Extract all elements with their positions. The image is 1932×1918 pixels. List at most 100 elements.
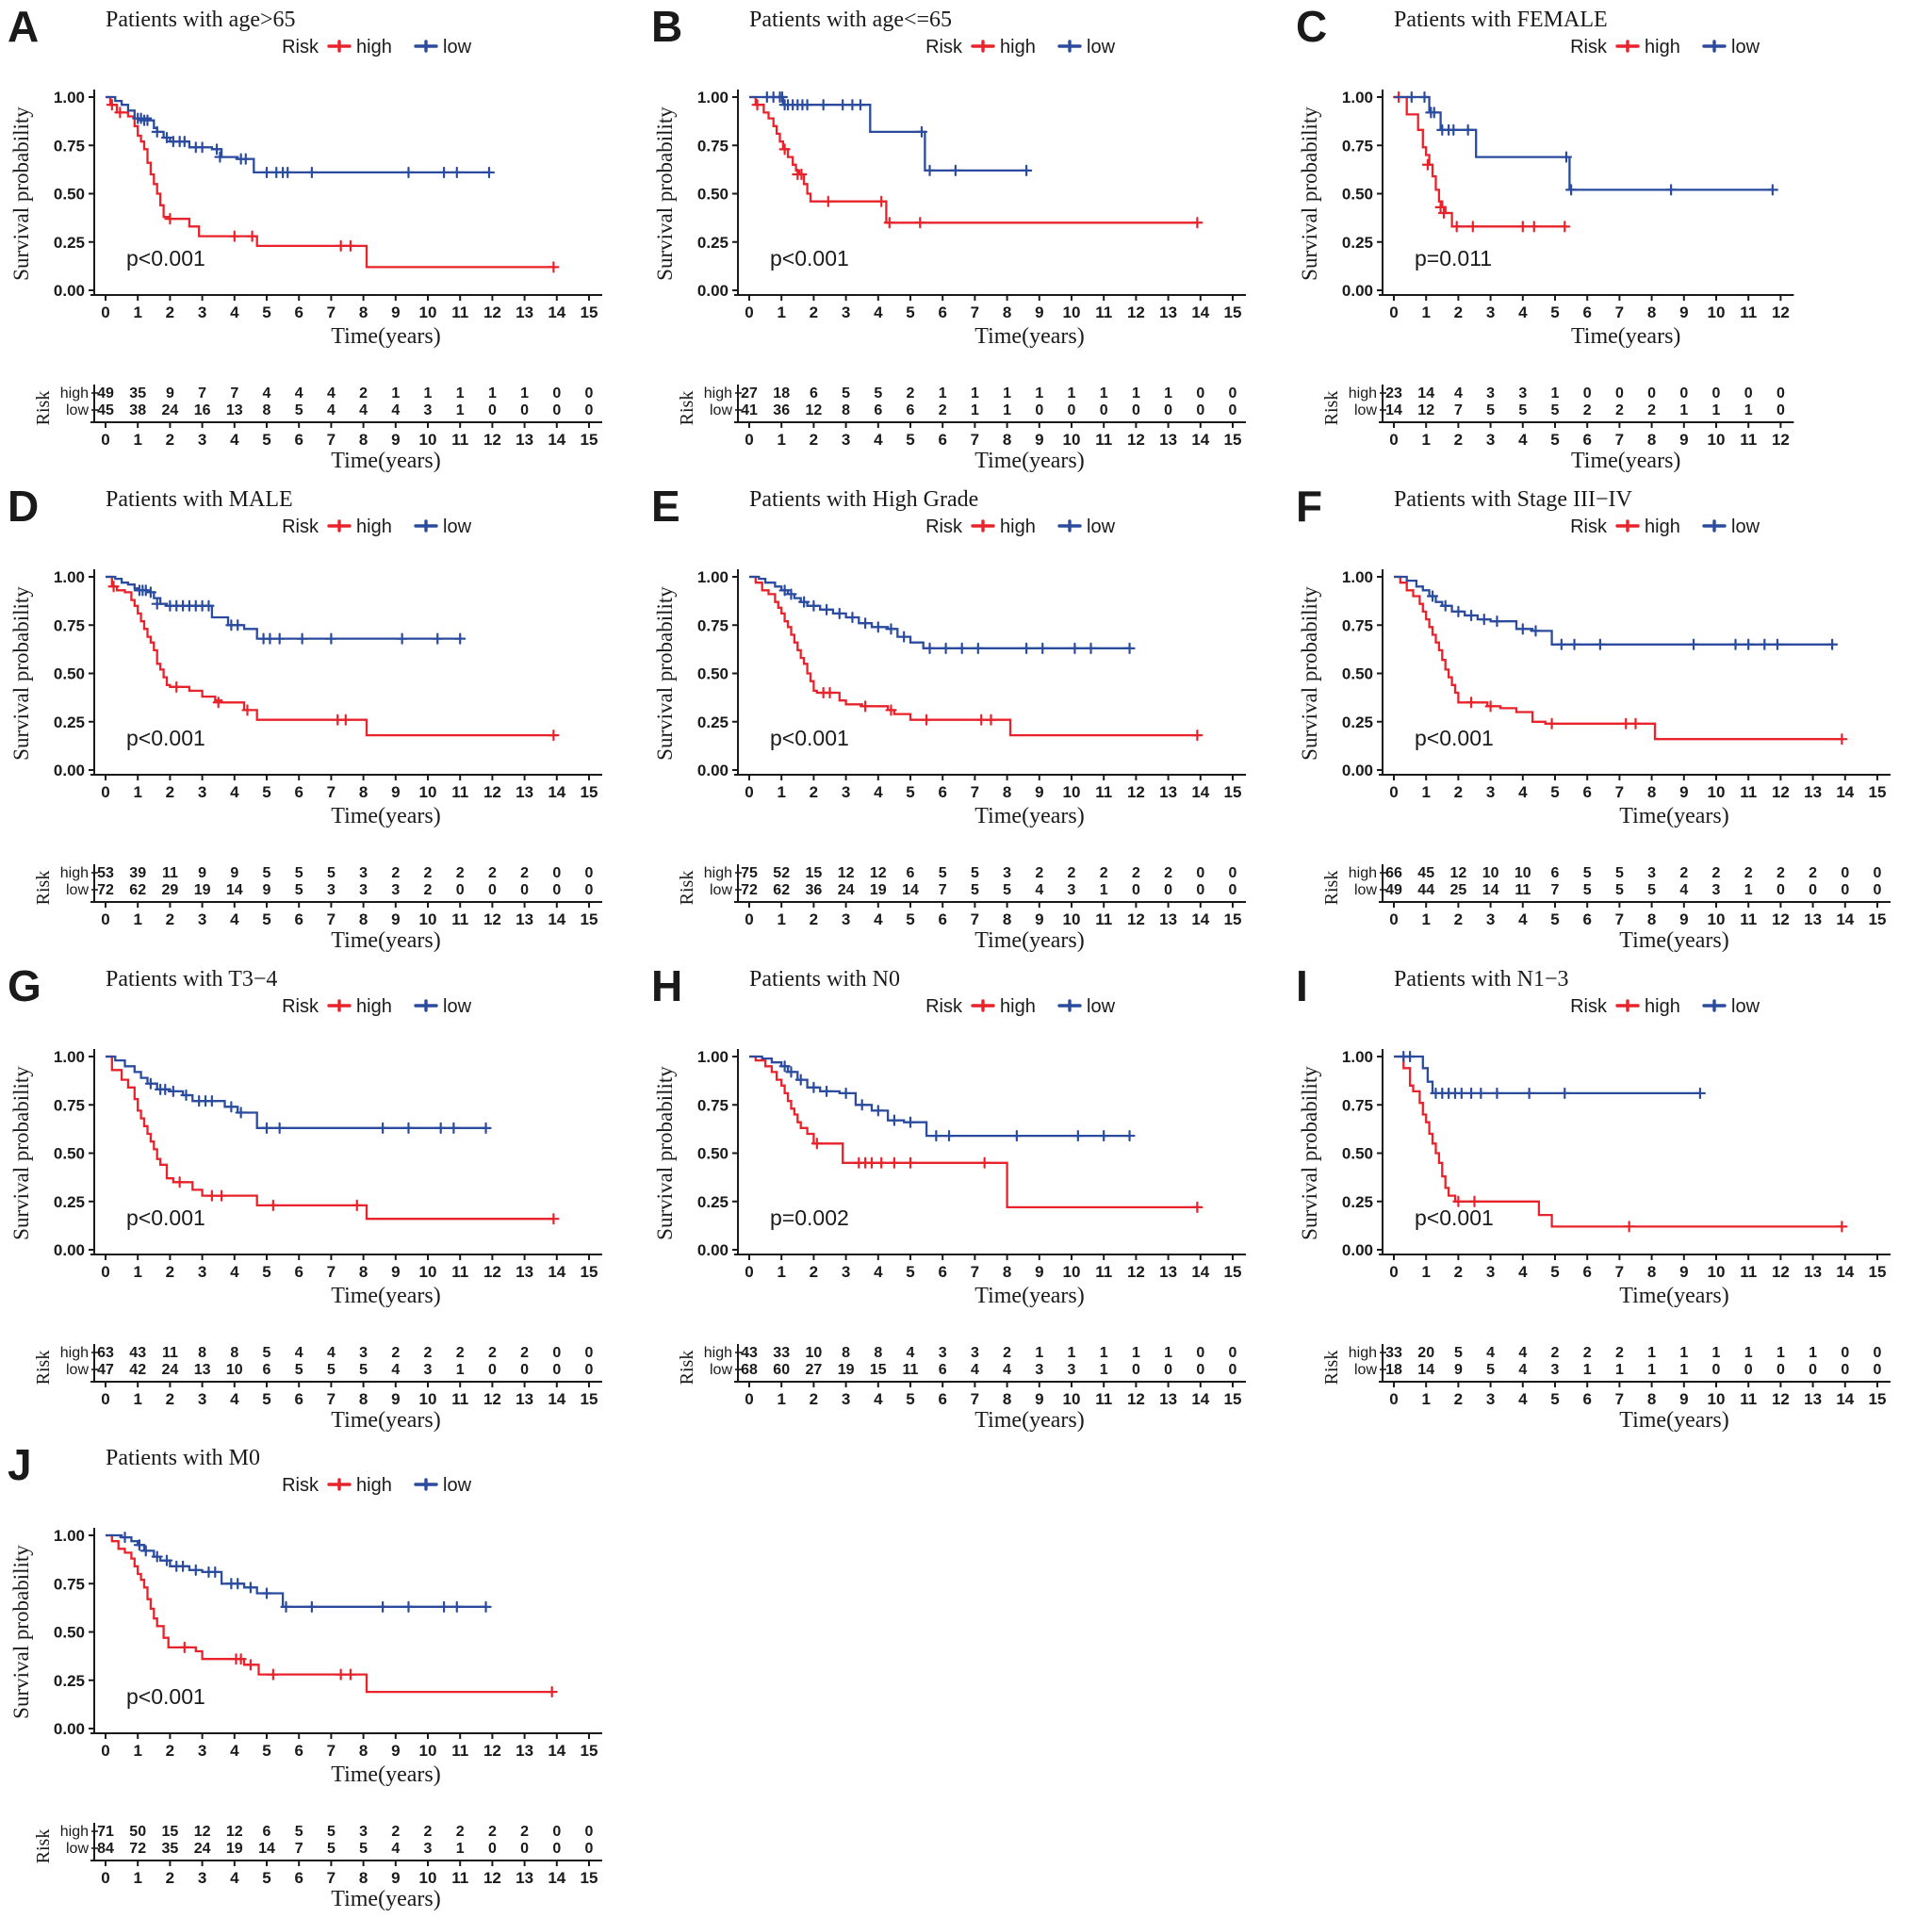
- y-tick-label: 0.00: [54, 762, 85, 779]
- legend-low-marker-icon: [1057, 998, 1083, 1012]
- censor-mark-icon: [1558, 221, 1571, 233]
- panel-title: Patients with M0: [106, 1446, 260, 1470]
- risk-count-low: 14: [1385, 402, 1402, 418]
- censor-mark-icon: [232, 618, 244, 631]
- censor-mark-icon: [260, 1587, 273, 1599]
- legend: Risk high low: [282, 37, 471, 57]
- x-tick-label: 8: [359, 1742, 368, 1760]
- censor-mark-icon: [975, 713, 988, 726]
- risk-count-low: 10: [226, 1362, 243, 1378]
- risk-x-tick-label: 8: [1003, 1390, 1011, 1408]
- censor-mark-icon: [260, 166, 273, 179]
- x-tick-label: 9: [1035, 1263, 1043, 1281]
- risk-count-low: 5: [327, 1362, 336, 1378]
- censor-mark-icon: [808, 1081, 820, 1093]
- risk-row-label-low: low: [66, 402, 89, 418]
- x-tick-label: 6: [294, 1742, 303, 1760]
- risk-count-high: 2: [488, 865, 497, 881]
- risk-count-low: 4: [1518, 1362, 1527, 1378]
- legend-high-marker-icon: [327, 519, 352, 533]
- censor-mark-icon: [448, 1122, 460, 1134]
- x-tick-label: 2: [1453, 1263, 1462, 1281]
- censor-mark-icon: [205, 1094, 218, 1107]
- risk-row-label-low: low: [66, 1362, 89, 1378]
- x-tick-label: 10: [1063, 783, 1081, 801]
- censor-mark-icon: [483, 166, 496, 179]
- censor-mark-icon: [1560, 151, 1572, 163]
- risk-count-high: 1: [456, 385, 465, 402]
- x-tick-label: 7: [971, 303, 979, 321]
- km-curve-low: [1393, 1055, 1700, 1094]
- censor-mark-icon: [1085, 642, 1097, 654]
- risk-count-high: 50: [129, 1824, 146, 1840]
- risk-count-high: 2: [1711, 865, 1720, 881]
- risk-x-tick-label: 10: [419, 1390, 437, 1408]
- censor-mark-icon: [305, 1601, 318, 1614]
- censor-mark-icon: [905, 1156, 917, 1169]
- legend-low-marker-icon: [414, 519, 438, 533]
- risk-table: Risk highlow23140141214723533541550260270…: [1321, 385, 1794, 473]
- risk-x-tick-label: 0: [1389, 910, 1398, 928]
- x-tick-label: 12: [483, 303, 501, 321]
- x-tick-label: 9: [391, 1742, 400, 1760]
- censor-mark-icon: [1694, 1087, 1706, 1099]
- risk-count-high: 2: [1809, 865, 1817, 881]
- legend-risk-label: Risk: [1570, 996, 1608, 1017]
- risk-count-low: 1: [1711, 402, 1720, 418]
- risk-x-tick-label: 8: [1647, 1390, 1656, 1408]
- x-tick-label: 5: [262, 1263, 270, 1281]
- censor-mark-icon: [823, 195, 835, 207]
- y-tick-label: 1.00: [54, 89, 85, 107]
- risk-x-tick-label: 14: [1192, 1390, 1210, 1408]
- x-tick-label: 3: [1486, 303, 1495, 321]
- risk-count-high: 1: [1744, 1345, 1752, 1361]
- risk-x-tick-label: 1: [778, 431, 786, 449]
- km-curve-high: [106, 1055, 554, 1220]
- censor-mark-icon: [855, 99, 867, 111]
- risk-count-high: 1: [1068, 385, 1076, 402]
- risk-count-high: 10: [1482, 865, 1498, 881]
- y-tick-label: 0.50: [54, 186, 85, 204]
- x-tick-label: 5: [907, 783, 915, 801]
- y-tick-label: 0.25: [54, 1672, 85, 1690]
- risk-count-low: 0: [488, 1841, 497, 1857]
- risk-count-low: 5: [1486, 402, 1495, 418]
- panel-title: Patients with T3−4: [106, 967, 277, 992]
- risk-x-tick-label: 15: [581, 1869, 598, 1887]
- panel-title: Patients with FEMALE: [1394, 8, 1608, 32]
- km-panel-G: G Patients with T3−4 Risk high low 0.00 0.25 0.…: [0, 959, 644, 1439]
- risk-row-label-low: low: [66, 1841, 89, 1857]
- risk-count-low: 1: [1582, 1362, 1591, 1378]
- risk-count-low: 41: [741, 402, 758, 418]
- risk-count-high: 1: [1647, 1345, 1656, 1361]
- censor-mark-icon: [1466, 221, 1479, 233]
- x-tick-label: 12: [483, 1742, 501, 1760]
- risk-count-high: 3: [1486, 385, 1495, 402]
- x-tick-label: 1: [1421, 303, 1430, 321]
- p-value-label: p<0.001: [770, 726, 849, 750]
- censor-mark-icon: [1490, 615, 1503, 627]
- censor-mark-icon: [1437, 206, 1449, 220]
- y-tick-label: 0.50: [1342, 1144, 1373, 1162]
- censor-mark-icon: [921, 713, 933, 726]
- x-tick-label: 9: [1035, 303, 1043, 321]
- risk-x-tick-label: 13: [516, 431, 533, 449]
- censor-mark-icon: [916, 125, 928, 138]
- risk-count-low: 4: [1036, 882, 1044, 898]
- legend: Risk high low: [282, 516, 471, 537]
- x-tick-label: 10: [419, 1263, 437, 1281]
- censor-mark-icon: [432, 632, 444, 645]
- risk-row-label-high: high: [704, 385, 732, 402]
- y-tick-label: 1.00: [1342, 89, 1373, 107]
- y-tick-label: 0.75: [54, 1576, 85, 1594]
- risk-count-low: 1: [456, 1841, 465, 1857]
- risk-x-tick-label: 13: [516, 1390, 533, 1408]
- x-tick-label: 9: [391, 303, 400, 321]
- risk-count-high: 1: [1132, 1345, 1140, 1361]
- legend-risk-label: Risk: [925, 996, 963, 1017]
- y-tick-label: 0.50: [54, 1624, 85, 1642]
